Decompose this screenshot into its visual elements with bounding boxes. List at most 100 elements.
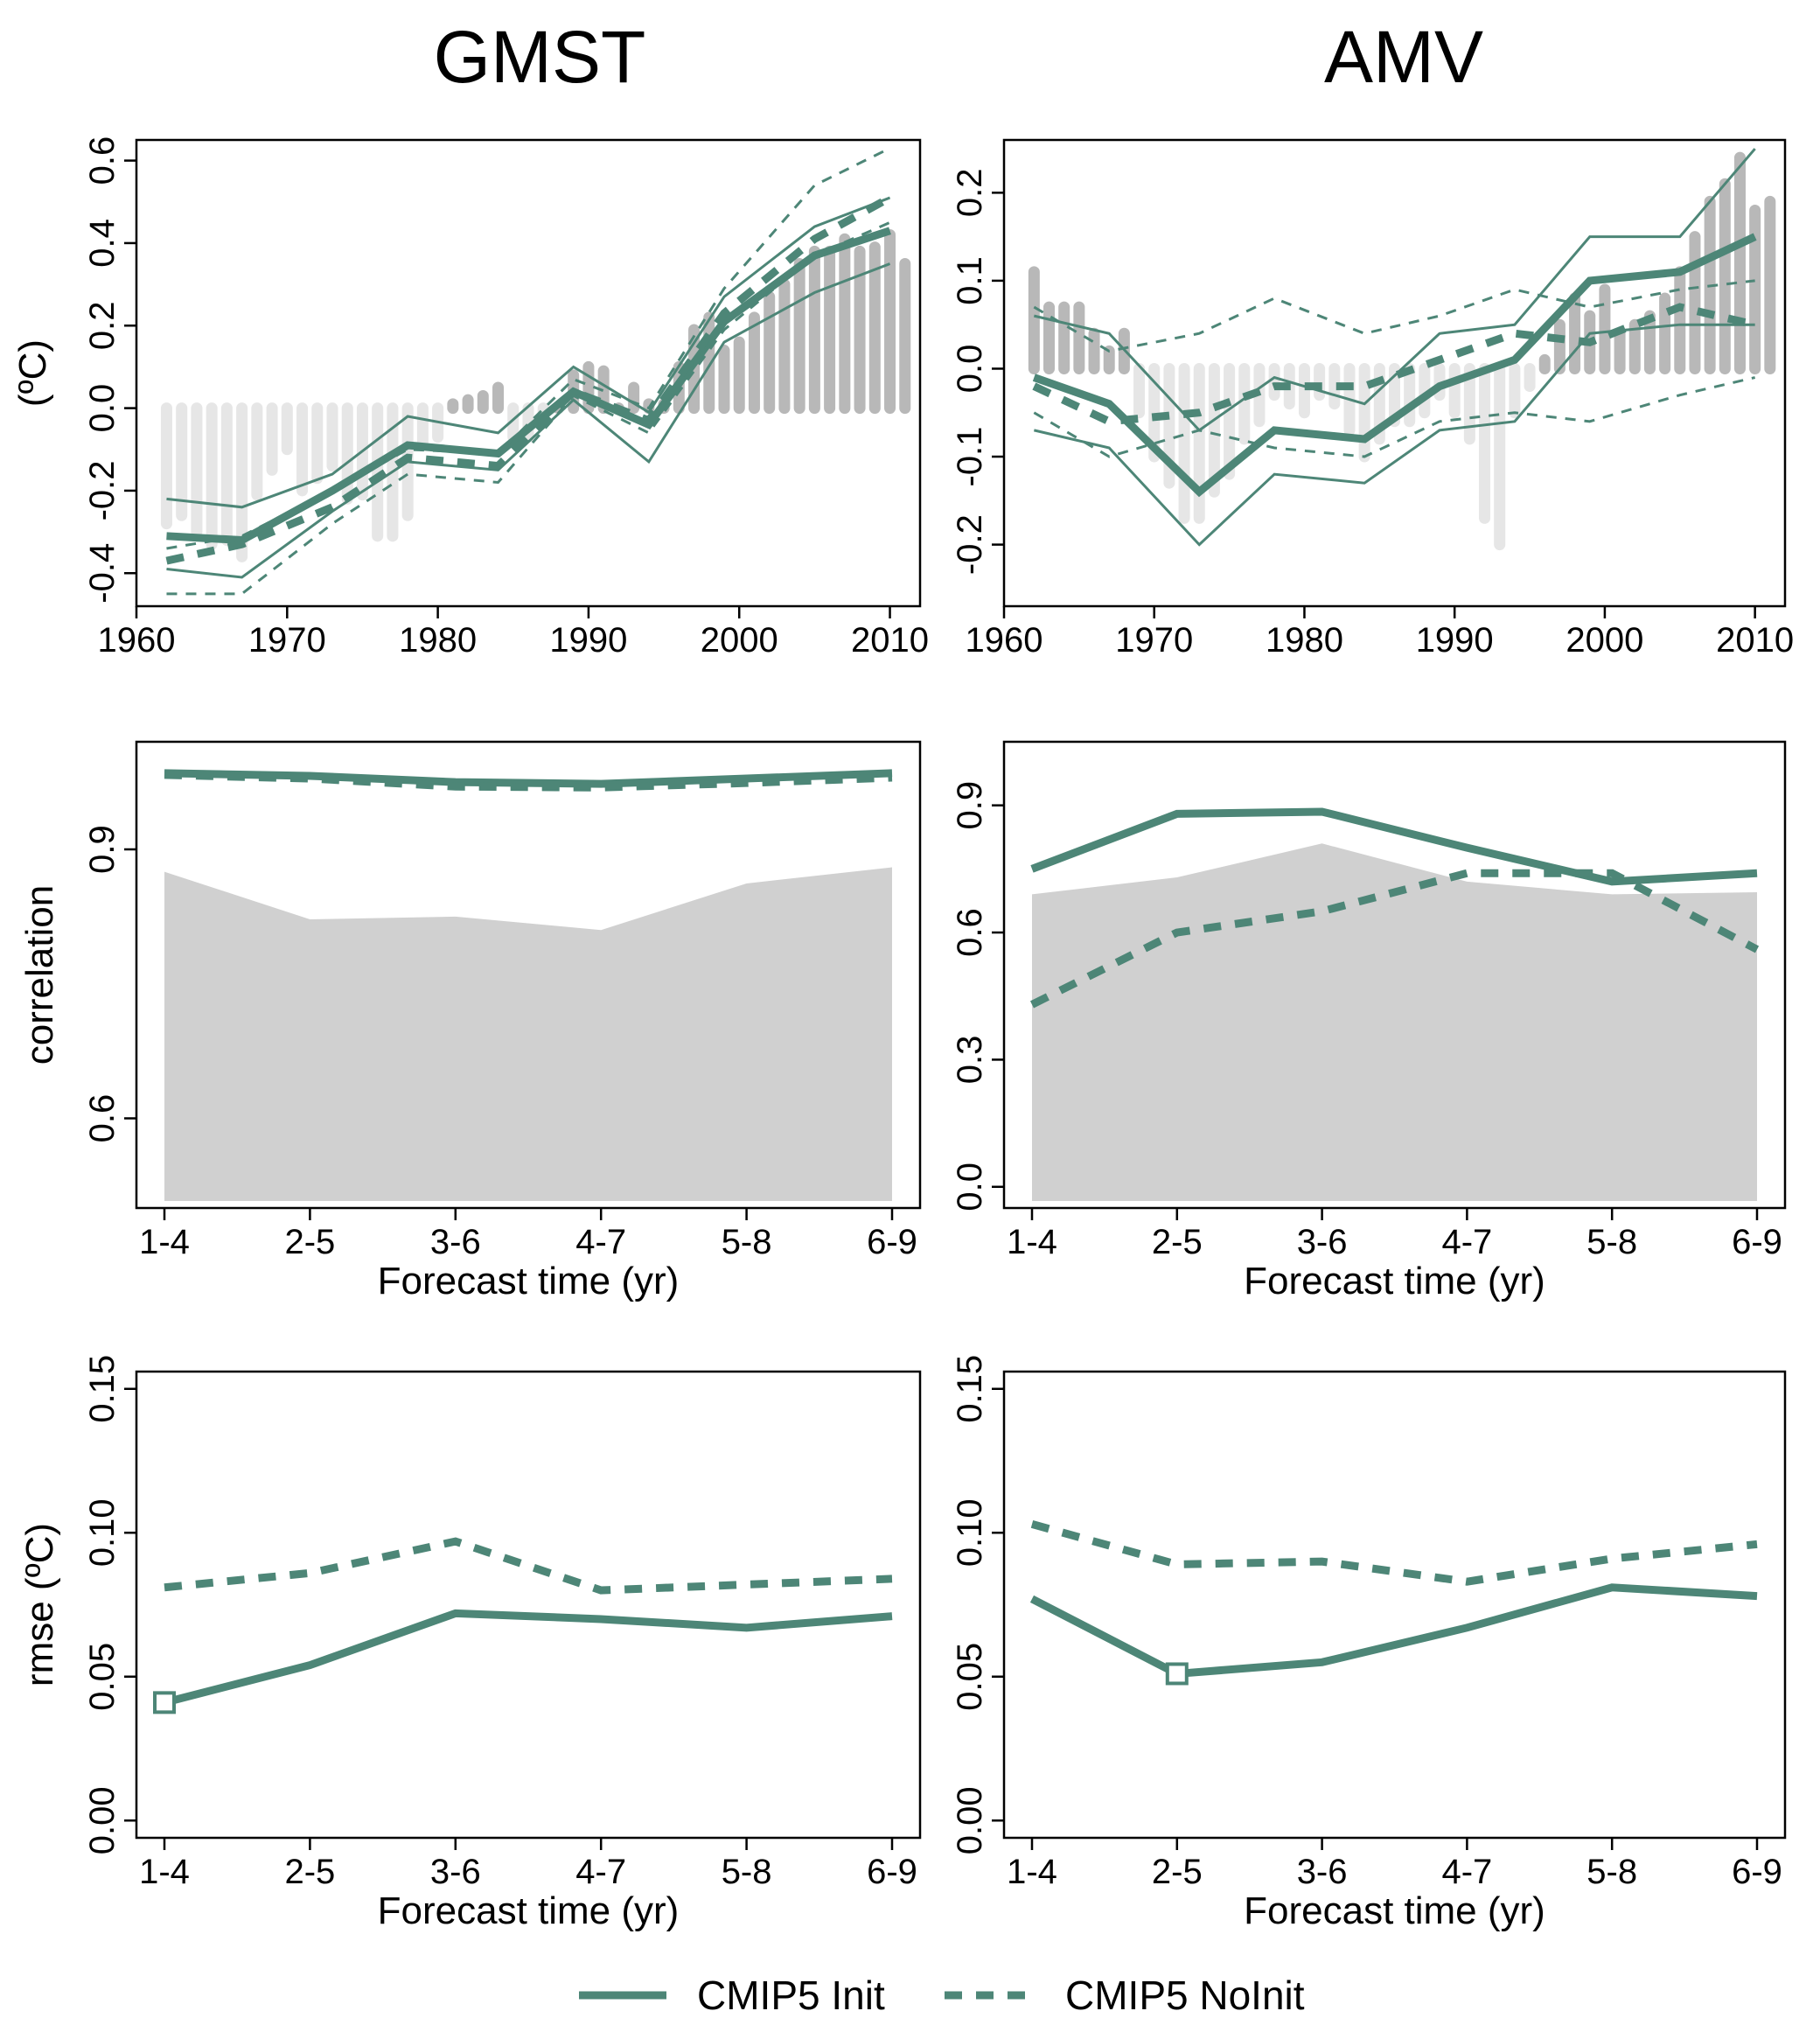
x-axis-label: Forecast time (yr) (1244, 1889, 1545, 1932)
y-tick-label-2: 0.6 (951, 908, 989, 957)
y-tick-label-2: 0.10 (83, 1498, 122, 1567)
plot-frame (135, 740, 922, 1210)
y-tick-label-2: 0.0 (83, 384, 122, 433)
y-tick-label-1: -0.1 (951, 427, 989, 487)
series-solid-thin-1 (1034, 148, 1756, 432)
y-tick-label-1: -0.2 (83, 460, 122, 520)
y-tick-label-5: 0.6 (83, 136, 122, 185)
y-tick-label-1: 0.3 (951, 1036, 989, 1085)
series-solid-thin-2 (1034, 323, 1755, 547)
gmst-timeseries-panel: 1960 1970 1980 1990 2000 2010 -0.4 -0.2 0.0 0.2 0.… (11, 136, 929, 660)
plot-frame (1002, 138, 1787, 608)
x-tick-label-1960: 1960 (966, 621, 1043, 660)
series-solid-thick-0 (163, 1609, 893, 1707)
x-tick-label-4-7: 4-7 (1441, 1853, 1492, 1891)
y-tick-label-3: 0.15 (83, 1355, 122, 1423)
series-solid-thick-0 (1029, 1583, 1758, 1679)
series-dashed-thick-3 (1032, 303, 1756, 426)
y-tick-label-2: 0.0 (951, 345, 989, 394)
x-tick-label-2000: 2000 (1565, 621, 1643, 660)
x-tick-label-5-8: 5-8 (1586, 1853, 1637, 1891)
y-tick-label-3: 0.2 (83, 301, 122, 350)
series-solid-thick-0 (164, 769, 893, 788)
y-tick-label-0: 0.00 (83, 1786, 122, 1854)
y-tick-label-3: 0.15 (951, 1355, 989, 1423)
legend-label-noinit: CMIP5 NoInit (1065, 1973, 1305, 2018)
x-axis-label: Forecast time (yr) (1244, 1260, 1545, 1302)
series-dashed-thin-5 (166, 220, 891, 596)
series-solid-thin-2 (166, 262, 891, 579)
series-dashed-thick-1 (164, 771, 893, 792)
column-title-gmst: GMST (434, 16, 646, 98)
x-tick-label-6-9: 6-9 (867, 1223, 917, 1261)
y-tick-label-0: -0.4 (83, 543, 122, 604)
x-tick-label-2010: 2010 (851, 621, 929, 660)
x-tick-label-1980: 1980 (399, 621, 477, 660)
x-tick-label-1970: 1970 (248, 621, 326, 660)
y-axis-label: (ºC) (11, 339, 54, 407)
x-tick-label-4-7: 4-7 (575, 1853, 626, 1891)
amv-rmse-panel: 1-4 2-5 3-6 4-7 5-8 6-9 0.00 0.05 0.10 0.15 Foreca… (951, 1355, 1787, 1932)
x-axis-label: Forecast time (yr) (378, 1889, 680, 1932)
x-tick-label-1990: 1990 (1416, 621, 1494, 660)
plot-frame (135, 1370, 922, 1840)
x-tick-label-2-5: 2-5 (284, 1223, 335, 1261)
gmst-correlation-panel: 1-4 2-5 3-6 4-7 5-8 6-9 0.6 0.9 correlation Forec… (18, 740, 922, 1302)
min-rmse-marker (153, 1691, 176, 1714)
plot-frame (135, 138, 922, 608)
y-tick-label-3: 0.9 (951, 781, 989, 830)
x-tick-label-6-9: 6-9 (1732, 1853, 1782, 1891)
series-dashed-thin-5 (1033, 376, 1755, 458)
x-tick-label-6-9: 6-9 (1732, 1223, 1782, 1261)
x-tick-label-3-6: 3-6 (430, 1223, 481, 1261)
x-tick-label-5-8: 5-8 (1586, 1223, 1637, 1261)
series-dashed-thick-1 (1030, 1520, 1758, 1586)
y-tick-label-1: 0.05 (83, 1643, 122, 1711)
y-tick-label-4: 0.4 (83, 219, 122, 268)
amv-correlation-panel: 1-4 2-5 3-6 4-7 5-8 6-9 0.0 0.3 0.6 0.9 Forecast t… (951, 740, 1787, 1302)
x-tick-label-2000: 2000 (701, 621, 778, 660)
persistence-area (1032, 843, 1757, 1201)
x-tick-label-2-5: 2-5 (1152, 1853, 1203, 1891)
x-tick-label-3-6: 3-6 (1297, 1223, 1348, 1261)
series-solid-thick-0 (1030, 807, 1758, 886)
series-solid-thin-1 (166, 196, 891, 509)
series-solid-thick-0 (166, 227, 891, 545)
x-tick-label-4-7: 4-7 (1441, 1223, 1492, 1261)
x-tick-label-1-4: 1-4 (139, 1223, 190, 1261)
series-dashed-thick-1 (164, 1537, 893, 1595)
y-tick-label-0: 0.0 (951, 1163, 989, 1212)
x-tick-label-4-7: 4-7 (575, 1223, 626, 1261)
y-tick-label-0: 0.6 (83, 1094, 122, 1143)
series-dashed-thin-4 (1033, 279, 1755, 353)
x-tick-label-2010: 2010 (1716, 621, 1794, 660)
plot-frame (1002, 1370, 1787, 1840)
persistence-area (164, 867, 892, 1201)
x-tick-label-5-8: 5-8 (722, 1853, 772, 1891)
x-tick-label-2-5: 2-5 (1152, 1223, 1203, 1261)
x-tick-label-6-9: 6-9 (867, 1853, 917, 1891)
y-tick-label-1: 0.05 (951, 1643, 989, 1711)
x-tick-label-2-5: 2-5 (284, 1853, 335, 1891)
y-tick-label-0: -0.2 (951, 514, 989, 575)
legend: CMIP5 Init CMIP5 NoInit (579, 1973, 1305, 2018)
gmst-rmse-panel: 1-4 2-5 3-6 4-7 5-8 6-9 0.00 0.05 0.10 0.15 rmse (… (18, 1355, 922, 1932)
x-tick-label-1980: 1980 (1266, 621, 1343, 660)
y-tick-label-1: 0.9 (83, 825, 122, 874)
x-tick-label-1990: 1990 (549, 621, 627, 660)
x-axis-label: Forecast time (yr) (378, 1260, 680, 1302)
series-dashed-thick-3 (165, 194, 892, 565)
y-tick-label-4: 0.2 (951, 169, 989, 218)
x-tick-label-1-4: 1-4 (1007, 1223, 1057, 1261)
series-dashed-thin-4 (166, 147, 891, 550)
x-tick-label-1-4: 1-4 (1007, 1853, 1057, 1891)
plot-frame (1002, 740, 1787, 1210)
x-tick-label-1-4: 1-4 (139, 1853, 190, 1891)
y-tick-label-2: 0.10 (951, 1498, 989, 1567)
legend-label-init: CMIP5 Init (697, 1973, 885, 2018)
series-solid-thick-0 (1032, 233, 1757, 498)
y-tick-label-3: 0.1 (951, 256, 989, 305)
x-tick-label-1960: 1960 (98, 621, 176, 660)
y-axis-label: rmse (ºC) (18, 1523, 61, 1686)
